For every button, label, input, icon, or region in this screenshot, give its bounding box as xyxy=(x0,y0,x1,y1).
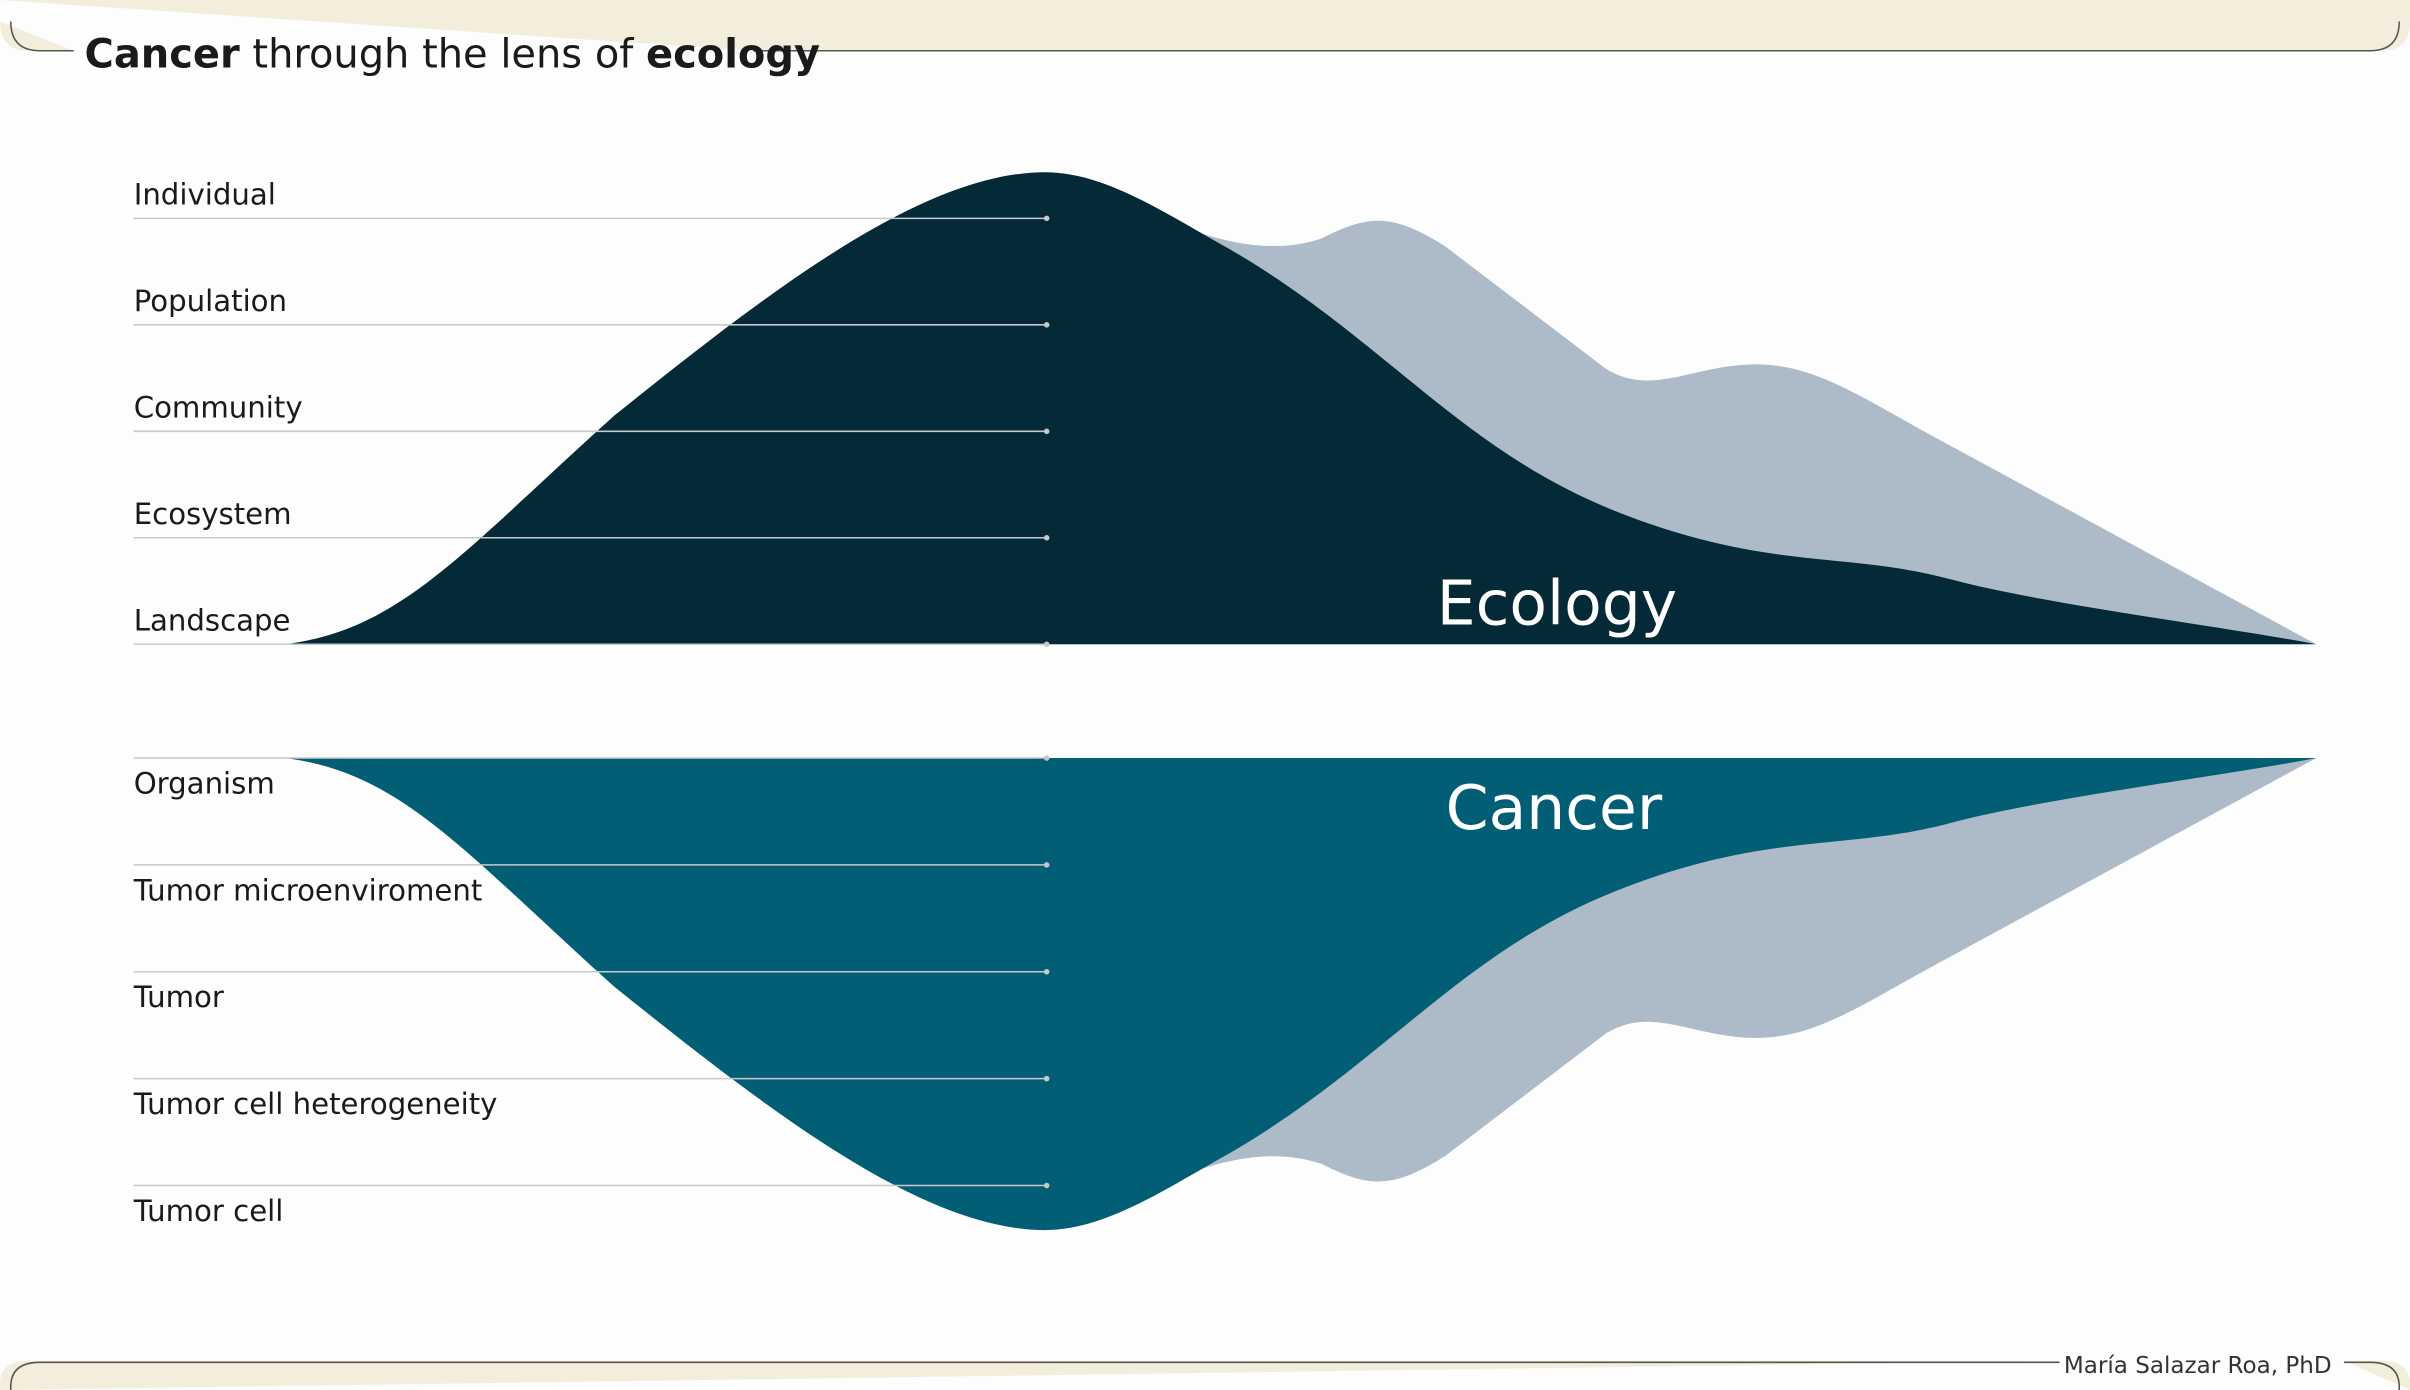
level-label: Landscape xyxy=(134,603,291,637)
header-band xyxy=(0,0,2410,51)
level-label: Population xyxy=(134,284,287,318)
cancer-label: Cancer xyxy=(1446,772,1663,844)
level-dot xyxy=(1043,862,1050,868)
level-label: Tumor xyxy=(133,980,224,1014)
level-label: Individual xyxy=(134,177,276,211)
levels: Individual Population Community Ecosystem La… xyxy=(133,177,1050,1228)
level-dot xyxy=(1043,1075,1050,1082)
title: Cancer through the lens of ecology xyxy=(85,32,820,78)
title-part: ecology xyxy=(646,32,820,78)
level-label: Tumor cell heterogeneity xyxy=(133,1087,498,1121)
footer-band xyxy=(0,1360,2410,1390)
header-border xyxy=(9,21,2401,52)
level-dot xyxy=(1043,535,1050,541)
ecology-label: Ecology xyxy=(1437,567,1677,639)
level-dot xyxy=(1043,755,1050,761)
level-dot xyxy=(1043,215,1050,222)
title-part: through the lens of xyxy=(240,32,646,78)
level-label: Organism xyxy=(134,766,275,800)
level-label: Ecosystem xyxy=(134,497,292,531)
level-dot xyxy=(1043,428,1050,435)
footer-border xyxy=(9,1361,2401,1390)
level-dot xyxy=(1043,641,1050,648)
credit: María Salazar Roa, PhD xyxy=(2064,1353,2332,1379)
level-label: Tumor microenviroment xyxy=(133,873,483,907)
level-dot xyxy=(1043,969,1050,975)
title-part: Cancer xyxy=(85,32,240,78)
level-label: Tumor cell xyxy=(133,1194,284,1228)
level-dot xyxy=(1043,322,1050,328)
level-dot xyxy=(1043,1182,1050,1189)
level-label: Community xyxy=(134,390,303,424)
